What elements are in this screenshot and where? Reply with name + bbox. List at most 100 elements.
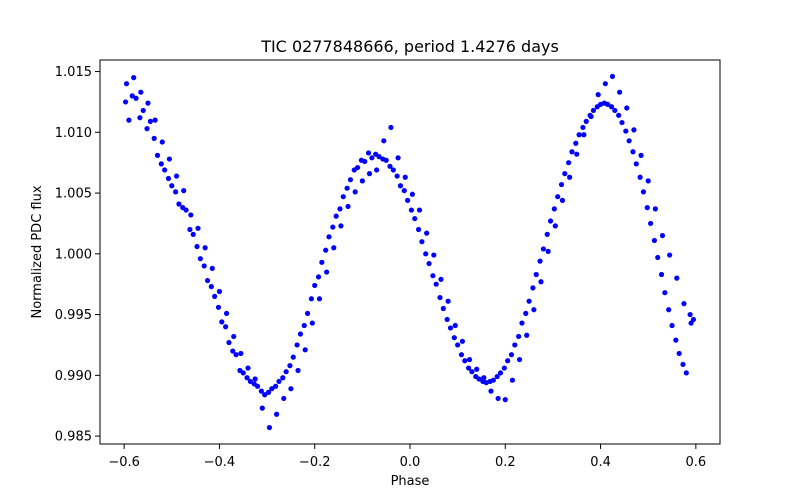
data-point <box>595 92 601 98</box>
data-point <box>381 138 387 144</box>
data-point <box>676 350 682 357</box>
data-point <box>667 252 673 258</box>
data-point <box>365 150 372 156</box>
data-point <box>315 274 322 280</box>
data-point <box>458 352 465 358</box>
data-point <box>574 151 580 157</box>
data-point <box>165 175 172 182</box>
data-point <box>447 325 454 331</box>
data-point <box>588 113 594 120</box>
data-point <box>394 173 400 179</box>
data-point <box>362 158 368 165</box>
data-point <box>495 395 501 402</box>
data-point <box>590 107 597 114</box>
data-point <box>545 248 551 254</box>
data-point <box>374 167 380 173</box>
data-point <box>488 388 494 394</box>
data-point <box>359 178 365 184</box>
data-point <box>630 149 636 155</box>
data-point <box>395 155 401 161</box>
data-point <box>423 251 429 257</box>
data-point <box>680 361 686 368</box>
data-point <box>230 348 236 354</box>
data-point <box>658 271 665 278</box>
data-point <box>655 254 661 261</box>
data-point <box>262 392 268 398</box>
data-point <box>252 376 258 382</box>
data-point <box>333 213 339 219</box>
data-point <box>383 157 389 163</box>
data-point <box>162 167 168 173</box>
data-point <box>459 338 466 344</box>
data-point <box>173 189 179 195</box>
data-point <box>274 411 280 417</box>
data-point <box>569 149 575 155</box>
data-point <box>451 335 457 341</box>
data-point <box>133 95 139 101</box>
data-point <box>259 405 265 411</box>
data-point <box>497 370 504 376</box>
data-point <box>624 105 630 111</box>
data-point <box>212 293 218 299</box>
data-point <box>188 212 194 218</box>
data-point <box>466 365 472 371</box>
data-point <box>537 258 543 264</box>
data-point <box>297 331 304 337</box>
data-point <box>123 81 130 87</box>
x-tick-label: 0.6 <box>686 455 707 470</box>
data-point <box>662 290 668 296</box>
data-point <box>623 128 629 134</box>
data-point <box>347 177 354 183</box>
data-point <box>469 369 475 375</box>
data-point <box>190 231 196 237</box>
data-point <box>552 223 558 229</box>
data-point <box>502 397 508 403</box>
data-point <box>531 307 537 313</box>
data-point <box>254 383 261 389</box>
data-point <box>433 281 439 287</box>
data-point <box>138 89 144 95</box>
data-point <box>651 237 658 244</box>
data-point <box>455 342 461 348</box>
chart-title: TIC 0277848666, period 1.4276 days <box>260 37 559 56</box>
x-tick-label: −0.4 <box>204 455 236 470</box>
data-point <box>258 388 264 394</box>
x-axis-ticks: −0.6 −0.4 −0.2 0.0 0.2 0.4 0.6 <box>108 444 706 470</box>
data-point <box>338 223 344 229</box>
data-point <box>555 194 561 200</box>
data-point <box>331 245 337 251</box>
data-point <box>244 375 250 381</box>
data-point <box>158 161 164 167</box>
data-point <box>402 174 408 180</box>
data-point <box>301 322 307 329</box>
data-point <box>516 333 522 340</box>
data-point <box>345 203 351 210</box>
data-point <box>652 206 658 212</box>
data-point <box>352 189 358 195</box>
data-point <box>169 183 175 189</box>
data-point <box>633 161 639 167</box>
data-point <box>416 207 423 213</box>
data-point <box>397 183 404 189</box>
data-point <box>462 358 468 364</box>
data-point <box>280 375 286 381</box>
data-point <box>324 269 330 275</box>
data-point <box>309 320 315 326</box>
data-point <box>608 104 615 110</box>
data-point <box>602 81 608 87</box>
data-point <box>619 119 625 126</box>
data-point <box>283 369 289 375</box>
data-point <box>526 298 532 304</box>
data-point <box>523 310 529 316</box>
data-point <box>159 139 165 145</box>
data-point <box>137 115 143 121</box>
data-point <box>344 185 350 191</box>
x-tick-label: 0.0 <box>400 455 421 470</box>
data-point <box>674 275 680 281</box>
data-point <box>408 207 415 213</box>
data-point <box>195 225 201 231</box>
data-point <box>208 284 214 290</box>
data-point <box>216 288 223 295</box>
